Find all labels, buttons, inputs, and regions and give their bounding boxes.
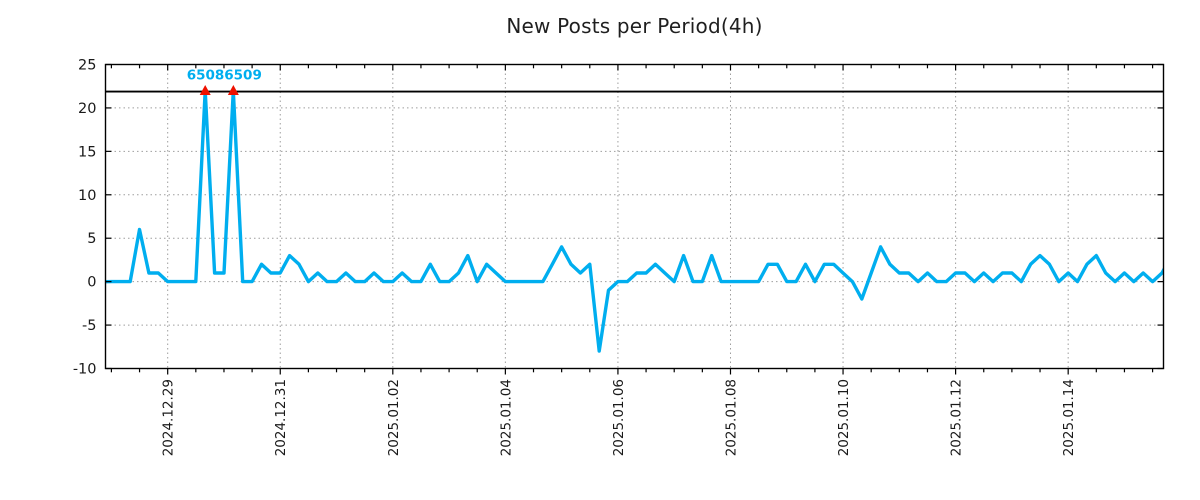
x-tick-label: 2025.01.04 (498, 379, 514, 456)
x-tick-label: 2025.01.02 (386, 379, 402, 456)
y-tick-label: -5 (82, 318, 96, 334)
y-tick-label: 0 (87, 275, 96, 291)
y-tick-label: 5 (87, 231, 96, 247)
x-tick-label: 2025.01.06 (611, 379, 627, 456)
x-tick-label: 2025.01.14 (1061, 379, 1077, 456)
y-tick-label: -10 (73, 362, 97, 378)
x-tick-label: 2025.01.12 (949, 379, 965, 456)
peak-marker-triangle-icon (227, 85, 239, 96)
x-tick-label: 2025.01.08 (723, 379, 739, 456)
x-tick-label: 2025.01.10 (836, 379, 852, 456)
peak-annotation-label: 65086509 (187, 68, 262, 84)
y-tick-label: 25 (78, 58, 96, 74)
peak-markers (199, 85, 239, 96)
plot-border (104, 63, 1165, 370)
peak-marker-triangle-icon (199, 85, 211, 96)
axis-ticks (105, 63, 1164, 375)
posts-series-line (105, 88, 1164, 353)
grid-lines (105, 64, 1164, 369)
y-tick-label: 15 (78, 144, 96, 160)
y-axis-labels: -10 -5 0 5 10 15 20 25 (73, 58, 97, 378)
x-tick-label: 2024.12.31 (273, 379, 289, 456)
x-axis-labels: 2024.12.29 2024.12.31 2025.01.02 2025.01.04… (161, 379, 1077, 456)
y-tick-label: 10 (78, 188, 96, 204)
chart-title: New Posts per Period(4h) (506, 14, 763, 38)
y-tick-label: 20 (78, 101, 96, 117)
x-tick-label: 2024.12.29 (161, 379, 177, 456)
